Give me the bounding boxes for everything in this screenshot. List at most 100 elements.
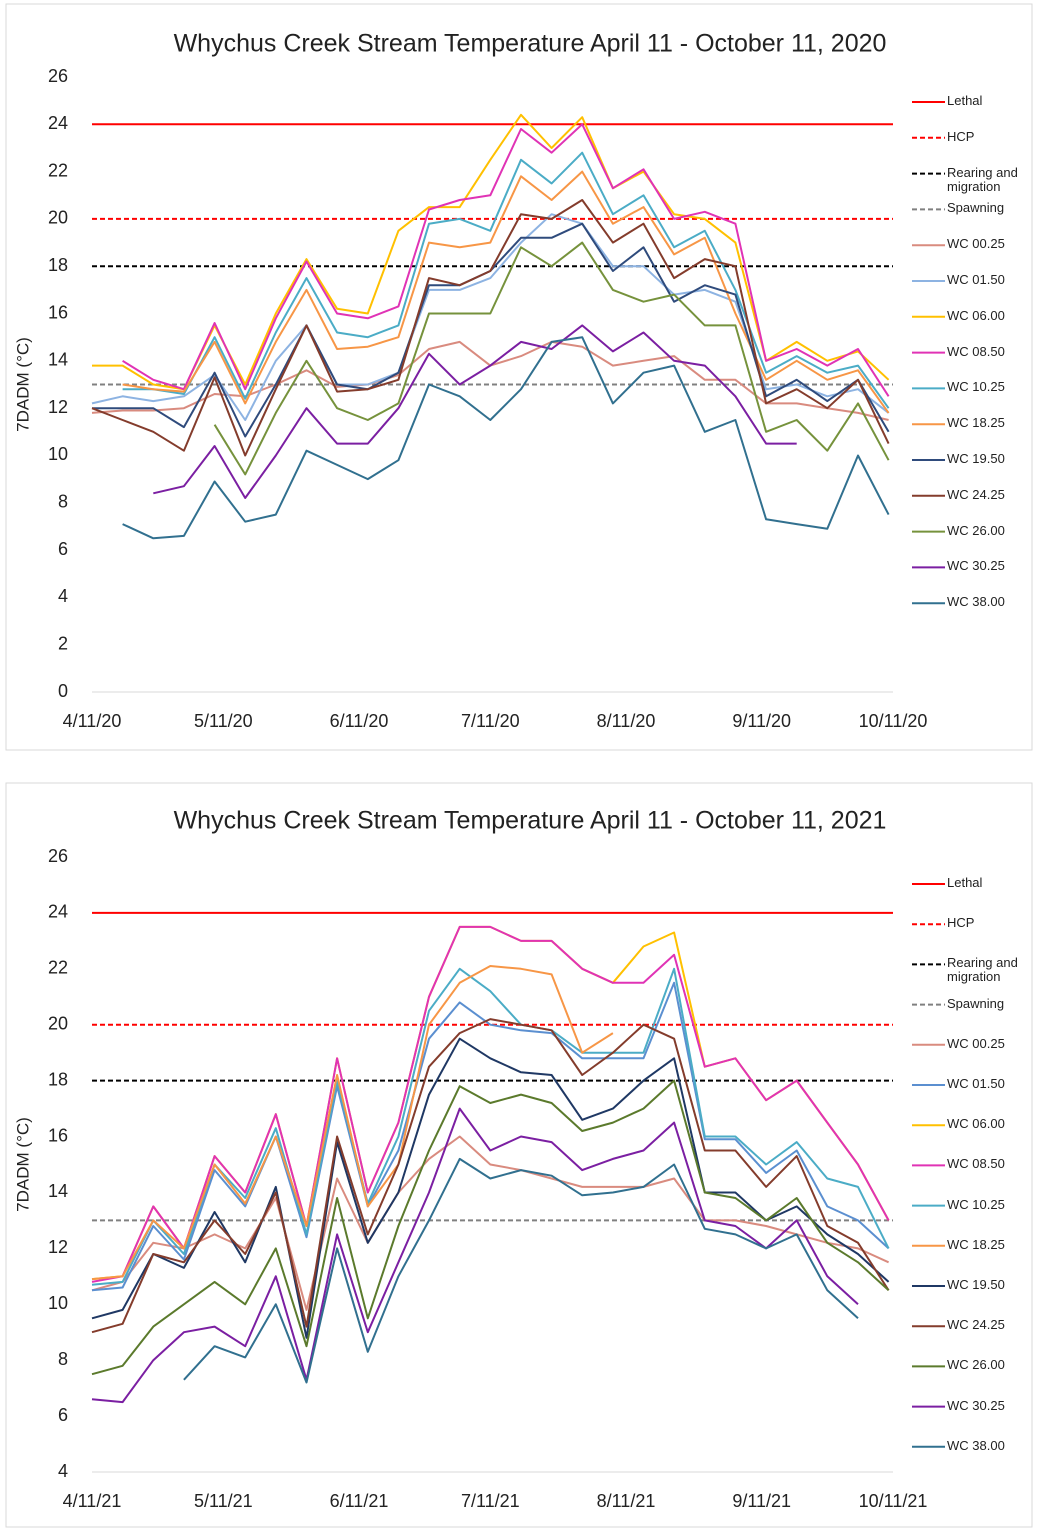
- legend-label: WC 19.50: [947, 452, 1005, 466]
- series-line: [91, 1135, 890, 1311]
- series-line: [91, 1079, 890, 1376]
- legend-text: HCP: [947, 129, 975, 144]
- y-tick-label: 4: [58, 586, 68, 606]
- legend-text: WC 30.25: [947, 559, 1005, 574]
- x-tick-label: 10/11/21: [859, 1491, 928, 1511]
- y-tick-label: 10: [48, 444, 68, 464]
- legend-text: WC 30.25: [947, 1398, 1005, 1413]
- y-tick-label: 16: [48, 302, 68, 322]
- chart-title: Whychus Creek Stream Temperature April 1…: [174, 807, 887, 835]
- legend-label: WC 26.00: [947, 1358, 1005, 1373]
- y-tick-label: 24: [48, 113, 68, 133]
- series-line: [122, 336, 890, 540]
- x-tick-label: 9/11/21: [732, 1491, 791, 1511]
- legend-text: WC 08.50: [947, 344, 1005, 359]
- legend-label: HCP: [947, 916, 975, 931]
- y-tick-label: 16: [48, 1125, 68, 1145]
- legend-text: WC 19.50: [947, 1278, 1005, 1292]
- legend-text: Lethal: [947, 876, 983, 890]
- y-tick-label: 4: [58, 1461, 68, 1481]
- series-line: [122, 123, 890, 397]
- legend-label: WC 30.25: [947, 559, 1005, 574]
- x-tick-label: 4/11/20: [63, 711, 122, 731]
- legend-label: WC 18.25: [947, 1238, 1005, 1252]
- x-tick-label: 5/11/21: [194, 1491, 253, 1511]
- legend-text: HCP: [947, 916, 975, 931]
- y-tick-label: 10: [48, 1293, 68, 1313]
- legend-text: WC 26.00: [947, 523, 1005, 538]
- y-tick-label: 6: [58, 1405, 68, 1425]
- y-tick-label: 18: [48, 255, 68, 275]
- series-line: [91, 965, 614, 1281]
- legend-label: WC 10.25: [947, 1197, 1005, 1212]
- legend-label: Lethal: [947, 94, 983, 108]
- legend-label: WC 08.50: [947, 1157, 1005, 1171]
- y-axis-label: 7DADM (°C): [13, 337, 32, 432]
- y-tick-label: 2: [58, 633, 68, 653]
- series-line: [122, 151, 890, 409]
- x-tick-label: 7/11/20: [461, 711, 520, 731]
- y-tick-label: 6: [58, 539, 68, 559]
- legend-label: WC 06.00: [947, 308, 1005, 323]
- y-tick-label: 24: [48, 902, 68, 922]
- x-tick-label: 6/11/21: [330, 1491, 389, 1511]
- legend-label: Rearing and migration: [947, 165, 1018, 194]
- series-line: [91, 1037, 890, 1339]
- legend-label: WC 08.50: [947, 344, 1005, 359]
- y-tick-label: 12: [48, 397, 68, 417]
- legend-text: Lethal: [947, 94, 983, 108]
- x-tick-label: 4/11/21: [63, 1491, 122, 1511]
- legend-text: WC 01.50: [947, 273, 1005, 287]
- legend-text: WC 06.00: [947, 308, 1005, 323]
- y-tick-label: 26: [48, 846, 68, 866]
- legend-text: WC 00.25: [947, 1036, 1005, 1051]
- x-tick-label: 7/11/21: [461, 1491, 520, 1511]
- chart-title: Whychus Creek Stream Temperature April 1…: [174, 30, 887, 58]
- legend-text: WC 24.25: [947, 1318, 1005, 1333]
- legend-text: Rearing and migration: [947, 956, 1018, 985]
- legend-text: WC 38.00: [947, 1438, 1005, 1453]
- legend-label: WC 38.00: [947, 595, 1005, 609]
- y-tick-label: 14: [48, 350, 68, 370]
- legend-text: WC 00.25: [947, 237, 1005, 252]
- x-tick-label: 8/11/20: [597, 711, 656, 731]
- legend-text: WC 24.25: [947, 487, 1005, 502]
- chart-frame: [5, 782, 1033, 1528]
- series-line: [91, 1018, 890, 1334]
- legend-label: WC 30.25: [947, 1398, 1005, 1413]
- series-line: [91, 925, 890, 1283]
- y-tick-label: 14: [48, 1181, 68, 1201]
- legend-text: WC 10.25: [947, 380, 1005, 395]
- x-tick-label: 10/11/20: [859, 711, 928, 731]
- legend-label: WC 18.25: [947, 416, 1005, 431]
- y-tick-label: 12: [48, 1237, 68, 1257]
- y-tick-label: 8: [58, 492, 68, 512]
- legend-label: WC 24.25: [947, 1318, 1005, 1333]
- legend-label: Spawning: [947, 201, 1004, 215]
- x-tick-label: 6/11/20: [330, 711, 389, 731]
- legend-text: WC 10.25: [947, 1197, 1005, 1212]
- series-line: [153, 324, 797, 499]
- legend-text: WC 18.25: [947, 416, 1005, 431]
- legend-label: WC 01.50: [947, 1077, 1005, 1091]
- legend-label: HCP: [947, 129, 975, 144]
- legend-text: WC 19.50: [947, 452, 1005, 466]
- series-line: [91, 1107, 859, 1404]
- legend-label: Spawning: [947, 996, 1005, 1011]
- x-tick-label: 5/11/20: [194, 711, 253, 731]
- legend-text: Spawning: [947, 996, 1005, 1011]
- legend-label: WC 10.25: [947, 380, 1005, 395]
- series-line: [122, 170, 890, 414]
- series-line: [91, 981, 890, 1292]
- legend-text: WC 26.00: [947, 1358, 1005, 1373]
- y-tick-label: 18: [48, 1069, 68, 1089]
- x-tick-label: 8/11/21: [597, 1491, 656, 1511]
- series-line: [91, 199, 890, 457]
- y-tick-label: 20: [48, 208, 68, 228]
- y-tick-label: 22: [48, 958, 68, 978]
- legend-label: WC 24.25: [947, 487, 1005, 502]
- legend-label: Lethal: [947, 876, 983, 890]
- legend-label: WC 01.50: [947, 273, 1005, 287]
- legend-text: Rearing and migration: [947, 165, 1018, 194]
